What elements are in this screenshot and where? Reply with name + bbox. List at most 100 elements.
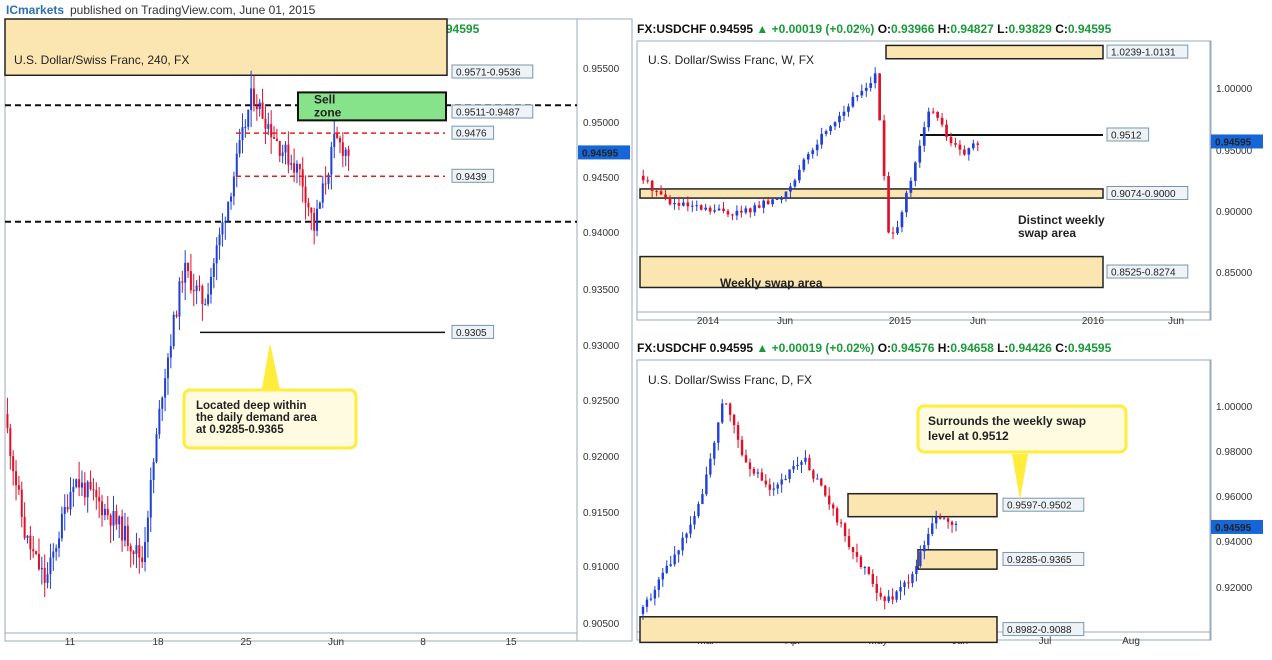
x-tick-label: Aug xyxy=(1122,636,1140,647)
candle-body xyxy=(15,471,18,486)
candle-body xyxy=(721,403,724,423)
candle-body xyxy=(6,413,9,428)
candle-body xyxy=(736,425,740,440)
candle-body xyxy=(284,144,287,153)
zone-box xyxy=(639,255,1104,289)
candle-body xyxy=(655,190,658,192)
candle-body xyxy=(12,456,15,472)
candle-body xyxy=(52,551,55,558)
callout-box xyxy=(182,388,358,450)
candle-body xyxy=(709,458,712,475)
candle-body xyxy=(815,144,819,151)
candle-body xyxy=(78,479,81,488)
candle-body xyxy=(766,200,770,205)
candle-body xyxy=(270,124,273,138)
candle-body xyxy=(863,566,867,568)
candle-body xyxy=(927,534,930,546)
y-tick-label: 0.90500 xyxy=(583,619,620,630)
candle-body xyxy=(101,501,104,516)
candle-body xyxy=(181,281,184,283)
candle-body xyxy=(161,397,164,409)
candle-body xyxy=(927,111,931,128)
candle-body xyxy=(347,149,350,156)
candle-body xyxy=(867,566,871,574)
candle-body xyxy=(871,573,874,584)
x-tick-label: Jun xyxy=(970,316,986,327)
sell-zone-label: zone xyxy=(314,105,342,119)
y-tick-label: 0.92000 xyxy=(583,452,620,463)
candle-body xyxy=(669,564,672,566)
candle-body xyxy=(668,197,672,205)
candle-body xyxy=(693,515,696,525)
x-tick-label: Jul xyxy=(1039,636,1052,647)
panel-title: U.S. Dollar/Swiss Franc, 240, FX xyxy=(14,53,189,67)
candle-body xyxy=(705,474,708,495)
candle-body xyxy=(80,482,83,488)
candle-body xyxy=(241,127,244,141)
level-tag-bg xyxy=(451,324,495,339)
candle-body xyxy=(86,481,89,498)
price-tag: 0.94595 xyxy=(1215,137,1252,148)
candle-body xyxy=(172,314,175,347)
panel-daily: FX:USDCHF 0.94595 ▲ +0.00019 (+0.02%) O:… xyxy=(636,341,1263,647)
level-tag: 0.9439 xyxy=(456,172,487,183)
candle-body xyxy=(851,96,855,107)
candle-body xyxy=(824,485,827,496)
candle-body xyxy=(726,211,730,215)
candle-body xyxy=(940,117,944,125)
candle-body xyxy=(946,518,950,522)
panel-title: U.S. Dollar/Swiss Franc, W, FX xyxy=(648,53,814,67)
candle-body xyxy=(936,111,939,118)
candle-body xyxy=(931,111,935,113)
candle-body xyxy=(338,137,341,143)
candle-body xyxy=(789,186,792,192)
level-tag: 0.9571-0.9536 xyxy=(456,68,521,79)
candle-body xyxy=(873,73,877,84)
candle-body xyxy=(909,180,913,193)
candle-body xyxy=(664,194,667,198)
candle-body xyxy=(883,596,886,602)
candle-body xyxy=(278,141,281,156)
candle-body xyxy=(772,488,775,490)
level-tag-bg xyxy=(1106,44,1189,59)
y-tick-label: 0.92500 xyxy=(583,396,620,407)
candle-body xyxy=(207,294,210,305)
candle-body xyxy=(689,524,692,534)
candle-body xyxy=(869,83,873,88)
candle-body xyxy=(9,427,12,457)
brand-link[interactable]: ICmarkets xyxy=(6,3,65,17)
publish-info: published on TradingView.com, June 01, 2… xyxy=(70,3,316,17)
candle-body xyxy=(250,88,253,110)
candle-body xyxy=(17,485,20,490)
candle-body xyxy=(855,95,859,97)
candle-body xyxy=(851,547,855,553)
candle-body xyxy=(58,538,61,549)
candle-body xyxy=(129,545,132,552)
candle-body xyxy=(923,545,926,552)
candle-body xyxy=(748,462,752,470)
candle-body xyxy=(792,466,795,470)
candle-body xyxy=(204,304,207,306)
level-tag: 0.8982-0.9088 xyxy=(1007,625,1072,636)
candle-body xyxy=(238,140,241,154)
candle-body xyxy=(641,606,645,614)
zone-box xyxy=(4,18,448,77)
callout-text: Located deep within xyxy=(196,400,307,412)
candle-body xyxy=(212,263,215,277)
zone-box xyxy=(847,492,998,518)
candle-body xyxy=(112,511,115,526)
y-tick-label: 0.95000 xyxy=(1216,146,1253,157)
candle-body xyxy=(847,536,851,548)
candle-body xyxy=(304,186,307,203)
candle-body xyxy=(673,203,676,205)
x-tick-label: Jun xyxy=(328,637,344,648)
x-tick-label: 15 xyxy=(505,637,517,648)
candle-body xyxy=(189,271,192,291)
panel-frame xyxy=(4,18,633,642)
candle-body xyxy=(808,457,811,471)
candle-body xyxy=(796,464,799,467)
candle-body xyxy=(855,552,859,557)
candle-body xyxy=(155,434,158,462)
candle-body xyxy=(764,480,768,485)
